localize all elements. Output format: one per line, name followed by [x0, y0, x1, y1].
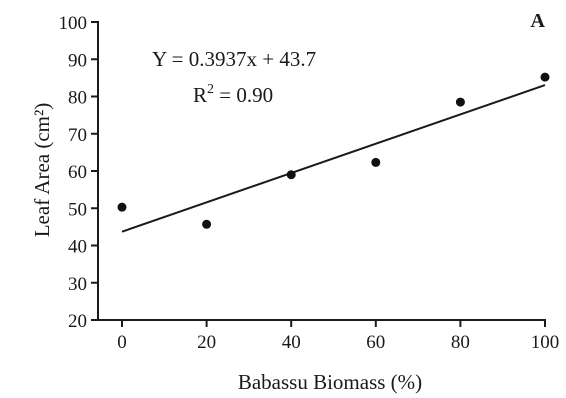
x-tick-label-40: 40: [282, 332, 301, 353]
r-squared-label: R2 = 0.90: [193, 82, 273, 107]
panel-label: A: [531, 10, 546, 32]
y-tick-label-20: 20: [68, 311, 87, 332]
regression-line: [121, 84, 546, 233]
y-tick-label-50: 50: [68, 199, 87, 220]
data-point-100: [540, 72, 550, 82]
r-squared-exponent: 2: [207, 82, 214, 97]
y-axis-ticks: 20 30 40 50 60 70 80 90 100: [59, 13, 98, 332]
x-tick-label-80: 80: [451, 332, 470, 353]
plot-area: 20 30 40 50 60 70 80 90 100 0 20 40 60 80 100: [59, 13, 560, 353]
x-tick-label-20: 20: [197, 332, 216, 353]
r-squared-value: 0.90: [236, 83, 273, 107]
data-point-60: [371, 157, 381, 167]
y-tick-label-40: 40: [68, 237, 87, 258]
data-point-40: [286, 170, 296, 180]
x-tick-label-60: 60: [366, 332, 385, 353]
x-axis-ticks: 0 20 40 60 80 100: [117, 320, 559, 353]
data-point-80: [455, 97, 465, 107]
y-tick-label-80: 80: [68, 88, 87, 109]
x-tick-label-0: 0: [117, 332, 127, 353]
y-axis-title: Leaf Area (cm²): [30, 103, 54, 238]
data-points: [117, 72, 550, 229]
x-tick-label-100: 100: [531, 332, 560, 353]
y-tick-label-100: 100: [59, 13, 88, 34]
data-point-0: [117, 202, 127, 212]
r-squared-text: =: [214, 83, 236, 107]
regression-equation: Y = 0.3937x + 43.7: [152, 47, 316, 71]
x-axis-title: Babassu Biomass (%): [238, 370, 422, 394]
data-point-20: [202, 219, 212, 229]
y-tick-label-60: 60: [68, 162, 87, 183]
y-tick-label-90: 90: [68, 50, 87, 71]
y-tick-label-70: 70: [68, 125, 87, 146]
y-tick-label-30: 30: [68, 274, 87, 295]
